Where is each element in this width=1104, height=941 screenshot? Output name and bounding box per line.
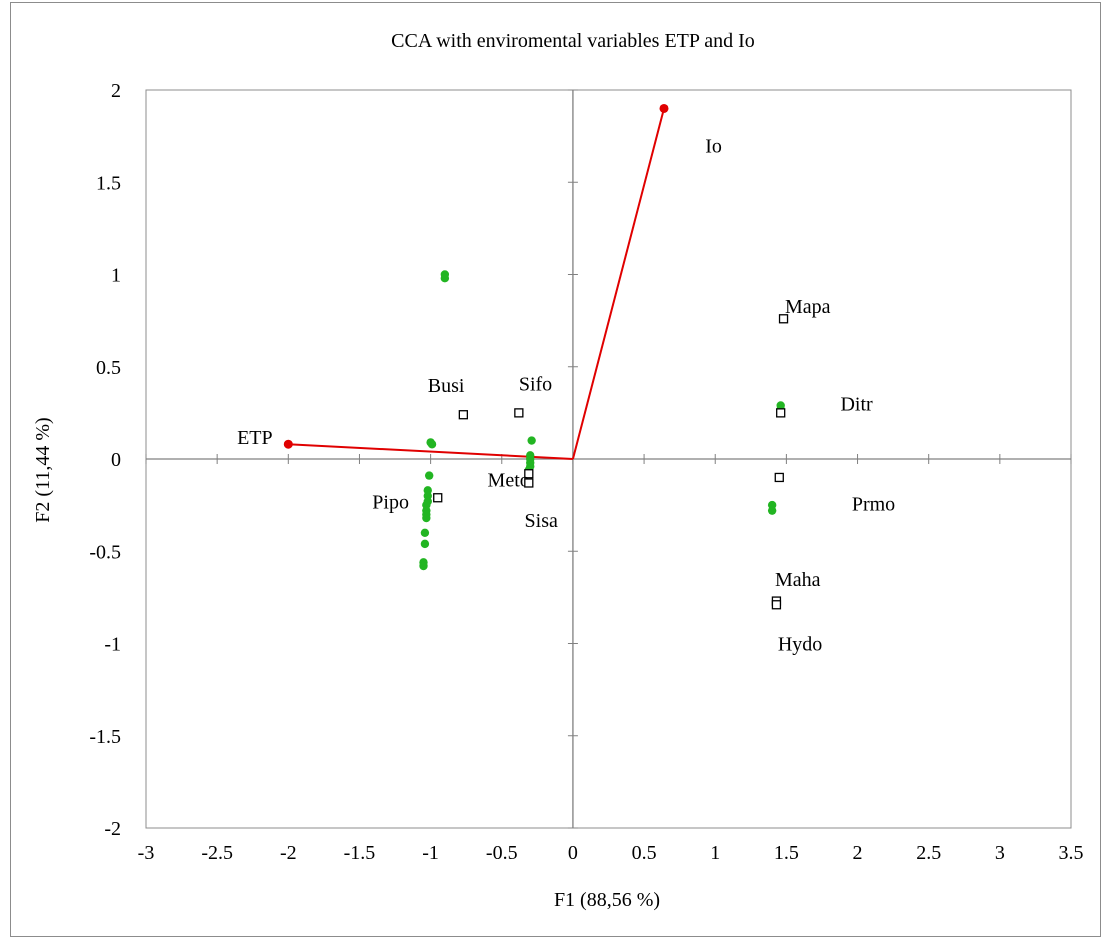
- species-marker: [458, 410, 468, 420]
- y-tick-label: 2: [111, 80, 121, 102]
- species-label: Busi: [428, 375, 465, 397]
- y-tick-label: 1.5: [96, 172, 121, 194]
- y-tick-label: -1: [104, 634, 121, 656]
- x-tick-label: 1.5: [774, 842, 799, 864]
- x-tick-label: -0.5: [486, 842, 518, 864]
- species-label: Ditr: [840, 394, 873, 416]
- y-tick-label: 0.5: [96, 357, 121, 379]
- vector-endpoint: [283, 439, 293, 449]
- x-tick-label: -2.5: [201, 842, 233, 864]
- x-tick-label: 2: [853, 842, 863, 864]
- y-tick-label: -2: [104, 818, 121, 840]
- y-tick-label: -0.5: [89, 541, 121, 563]
- species-marker: [774, 472, 784, 483]
- site-point: [419, 561, 428, 571]
- site-point: [440, 273, 450, 283]
- vector-line: [288, 443, 573, 460]
- site-point: [420, 528, 430, 537]
- y-tick-label: 1: [111, 265, 121, 287]
- species-label: Pipo: [372, 491, 409, 513]
- x-tick-label: -3: [138, 842, 155, 864]
- y-tick-label: -1.5: [89, 726, 121, 748]
- site-layer: [419, 270, 785, 571]
- vector-endpoint: [659, 103, 669, 113]
- species-marker: [771, 600, 782, 610]
- y-tick-label: 0: [111, 449, 121, 471]
- species-marker: [514, 408, 524, 418]
- species-label: Meto: [488, 469, 530, 491]
- species-marker: [778, 314, 789, 324]
- site-point: [422, 513, 431, 523]
- site-point: [427, 440, 437, 449]
- site-point: [767, 506, 777, 515]
- x-tick-label: -2: [280, 842, 297, 864]
- site-point: [424, 471, 434, 480]
- species-marker: [524, 469, 534, 479]
- site-point: [527, 436, 536, 445]
- vector-label: Io: [705, 135, 722, 157]
- species-label: Sifo: [519, 373, 552, 395]
- chart-frame: [10, 2, 1101, 937]
- axes-layer: -3 -2.5 -2 -1.5 -1 -0.5 0 0.5 1 1.5 2 2.5 3 3.5 -2 -1.5…: [89, 80, 1083, 864]
- species-label: Prmo: [852, 493, 895, 515]
- x-tick-label: 3: [995, 842, 1005, 864]
- x-tick-label: 0: [568, 842, 578, 864]
- species-label: Sisa: [525, 510, 558, 532]
- x-tick-label: 2.5: [916, 842, 941, 864]
- x-tick-label: -1.5: [344, 842, 376, 864]
- y-axis-label: F2 (11,44 %): [32, 417, 54, 522]
- site-point: [420, 539, 430, 549]
- x-tick-label: -1: [422, 842, 439, 864]
- x-tick-label: 1: [710, 842, 720, 864]
- species-marker: [524, 478, 534, 488]
- vector-label: ETP: [237, 427, 273, 449]
- chart-title: CCA with enviromental variables ETP and …: [391, 30, 755, 52]
- x-axis-label: F1 (88,56 %): [554, 889, 660, 911]
- species-layer: Busi Sifo Meto Sisa Pipo Mapa Ditr Prmo Maha Hydo: [372, 296, 895, 656]
- species-label: Hydo: [778, 634, 822, 656]
- species-label: Mapa: [785, 296, 831, 318]
- species-label: Maha: [775, 569, 821, 591]
- species-marker: [433, 493, 443, 503]
- vector-line: [571, 108, 665, 460]
- vector-layer: ETP Io: [237, 103, 722, 460]
- species-marker: [776, 408, 786, 418]
- x-tick-label: 0.5: [632, 842, 657, 864]
- x-tick-label: 3.5: [1059, 842, 1084, 864]
